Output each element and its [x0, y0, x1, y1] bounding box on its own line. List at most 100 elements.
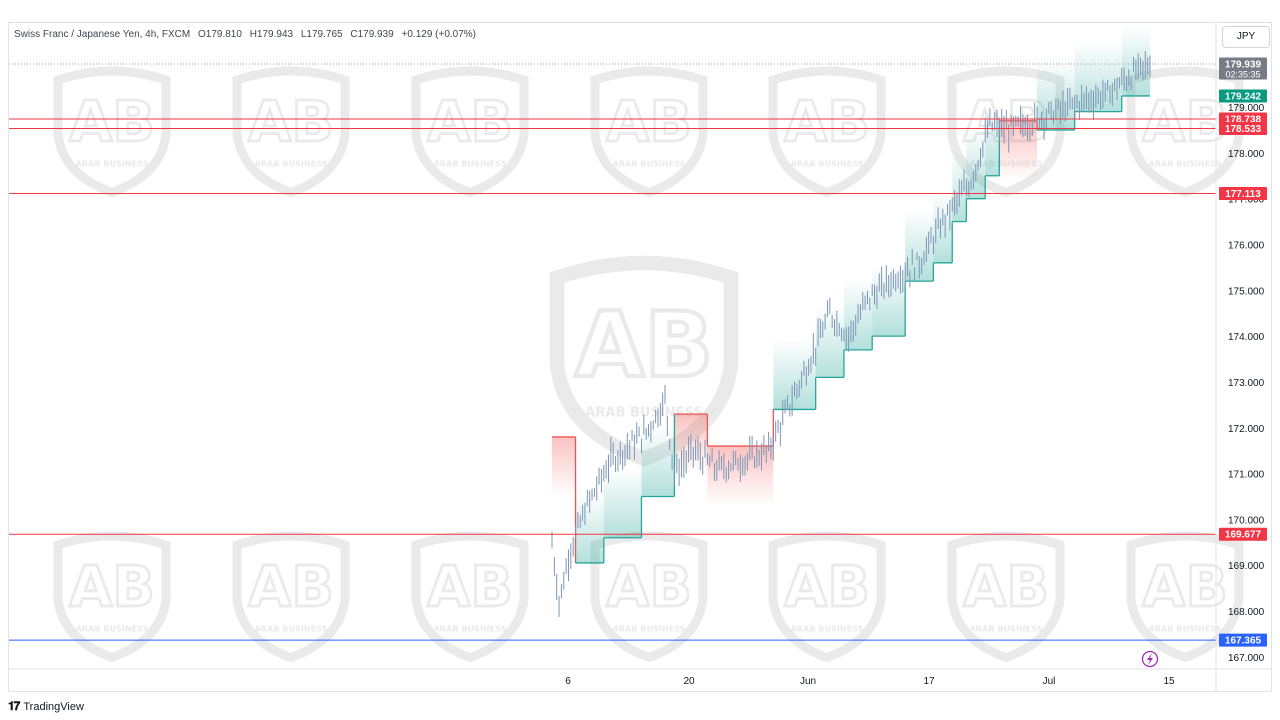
chart-frame: [8, 22, 1272, 692]
watermark-shield: AB ARAB BUSINESS: [232, 66, 350, 198]
countdown-label: 02:35:35: [1225, 70, 1260, 80]
y-tick-label: 178.000: [1228, 149, 1265, 160]
watermark-shield: AB ARAB BUSINESS: [1126, 66, 1244, 198]
symbol-header: Swiss Franc / Japanese Yen, 4h, FXCM O17…: [14, 29, 481, 40]
watermark-logo-letters: AB: [248, 555, 334, 620]
price-badge-label: 179.939: [1225, 60, 1262, 71]
price-badge-label: 167.365: [1225, 636, 1262, 647]
watermark-logo-letters: AB: [1142, 555, 1228, 620]
x-tick-label: 6: [565, 676, 571, 687]
stop-fill: [999, 120, 1037, 181]
price-badge: 167.365: [1219, 633, 1267, 647]
watermark-shield: AB ARAB BUSINESS: [53, 66, 171, 198]
watermark-logo-letters: AB: [427, 90, 513, 155]
price-badge: 178.533: [1219, 121, 1267, 135]
y-tick-label: 169.000: [1228, 561, 1265, 572]
x-tick-label: Jun: [800, 676, 816, 687]
stop-fill: [552, 436, 576, 497]
y-tick-label: 171.000: [1228, 470, 1265, 481]
y-tick-label: 175.000: [1228, 286, 1265, 297]
lightning-icon[interactable]: [1141, 650, 1159, 668]
watermark-shield: AB ARAB BUSINESS: [947, 531, 1065, 663]
watermark-text: ARAB BUSINESS: [613, 623, 686, 633]
watermark-text: ARAB BUSINESS: [791, 623, 864, 633]
watermark-logo-letters: AB: [248, 90, 334, 155]
watermark-shield: AB ARAB BUSINESS: [590, 531, 708, 663]
tradingview-brand: TradingView: [23, 700, 84, 713]
x-tick-label: 20: [683, 676, 695, 687]
price-badge: 177.113: [1219, 187, 1267, 201]
watermark-shield: AB ARAB BUSINESS: [768, 531, 886, 663]
watermark-logo-letters: AB: [575, 294, 713, 398]
y-tick-label: 167.000: [1228, 653, 1265, 664]
watermark-shield: AB ARAB BUSINESS: [1126, 531, 1244, 663]
stop-fill: [641, 426, 675, 497]
stop-fill: [773, 339, 816, 410]
watermark-text: ARAB BUSINESS: [585, 406, 703, 421]
watermark-logo-letters: AB: [69, 90, 155, 155]
watermark-shield: AB ARAB BUSINESS: [411, 66, 529, 198]
plot-area: [9, 25, 1216, 641]
watermark-shield: AB ARAB BUSINESS: [590, 66, 708, 198]
price-badge: 179.242: [1219, 89, 1267, 103]
stop-fill: [815, 307, 844, 378]
price-badge-label: 178.533: [1225, 124, 1262, 135]
change-value: +0.129 (+0.07%): [401, 29, 477, 40]
tradingview-logo[interactable]: 𝟏𝟕 TradingView: [8, 699, 84, 714]
price-badge-label: 178.738: [1225, 115, 1262, 126]
y-tick-label: 174.000: [1228, 332, 1265, 343]
watermark-logo-letters: AB: [69, 555, 155, 620]
y-tick-label: 173.000: [1228, 378, 1265, 389]
watermark-text: ARAB BUSINESS: [613, 158, 686, 168]
price-badge: 169.677: [1219, 527, 1267, 541]
watermark-text: ARAB BUSINESS: [1149, 623, 1222, 633]
watermark-shield: AB ARAB BUSINESS: [768, 66, 886, 198]
watermark-logo-letters: AB: [606, 555, 692, 620]
y-tick-label: 172.000: [1228, 424, 1265, 435]
watermark-shield: AB ARAB BUSINESS: [232, 531, 350, 663]
watermark-layer: AB ARAB BUSINESS AB ARAB BUSINESS AB ARAB BUS…: [53, 66, 1244, 663]
watermark-text: ARAB BUSINESS: [76, 158, 149, 168]
price-badge-label: 179.242: [1225, 91, 1262, 102]
y-tick-label: 168.000: [1228, 607, 1265, 618]
currency-button[interactable]: JPY: [1222, 26, 1270, 48]
open-value: O179.810: [197, 29, 242, 40]
watermark-text: ARAB BUSINESS: [970, 623, 1043, 633]
watermark-text: ARAB BUSINESS: [434, 623, 507, 633]
price-badge-label: 177.113: [1225, 189, 1261, 200]
watermark-logo-letters: AB: [1142, 90, 1228, 155]
stop-fill: [603, 467, 642, 538]
watermark-text: ARAB BUSINESS: [76, 623, 149, 633]
x-tick-label: Jul: [1043, 676, 1056, 687]
watermark-logo-letters: AB: [784, 555, 870, 620]
y-tick-label: 177.000: [1228, 195, 1265, 206]
tradingview-icon: 𝟏𝟕: [8, 699, 20, 713]
watermark-logo-letters: AB: [963, 555, 1049, 620]
x-tick-label: 17: [923, 676, 935, 687]
y-tick-label: 170.000: [1228, 515, 1265, 526]
y-tick-label: 179.000: [1228, 103, 1265, 114]
x-tick-label: 15: [1163, 676, 1175, 687]
watermark-text: ARAB BUSINESS: [434, 158, 507, 168]
watermark-shield: AB ARAB BUSINESS: [411, 531, 529, 663]
watermark-shield: AB ARAB BUSINESS: [53, 531, 171, 663]
close-value: C179.939: [350, 29, 394, 40]
watermark-logo-letters: AB: [606, 90, 692, 155]
watermark-logo-letters: AB: [784, 90, 870, 155]
watermark-text: ARAB BUSINESS: [255, 623, 328, 633]
time-axis[interactable]: 6 20 Jun 17 Jul 15: [9, 23, 1271, 691]
price-badge-label: 169.677: [1225, 530, 1262, 541]
stop-fill: [985, 105, 1000, 176]
watermark-text: ARAB BUSINESS: [255, 158, 328, 168]
watermark-shield: AB ARAB BUSINESS: [549, 255, 739, 467]
low-value: L179.765: [300, 29, 343, 40]
symbol-name[interactable]: Swiss Franc / Japanese Yen, 4h, FXCM: [14, 29, 191, 40]
price-axis[interactable]: 167.000 168.000 169.000 170.000 171.000 172.0…: [1219, 57, 1267, 664]
high-value: H179.943: [249, 29, 294, 40]
watermark-text: ARAB BUSINESS: [791, 158, 864, 168]
watermark-text: ARAB BUSINESS: [1149, 158, 1222, 168]
y-tick-label: 176.000: [1228, 240, 1265, 251]
watermark-logo-letters: AB: [427, 555, 513, 620]
